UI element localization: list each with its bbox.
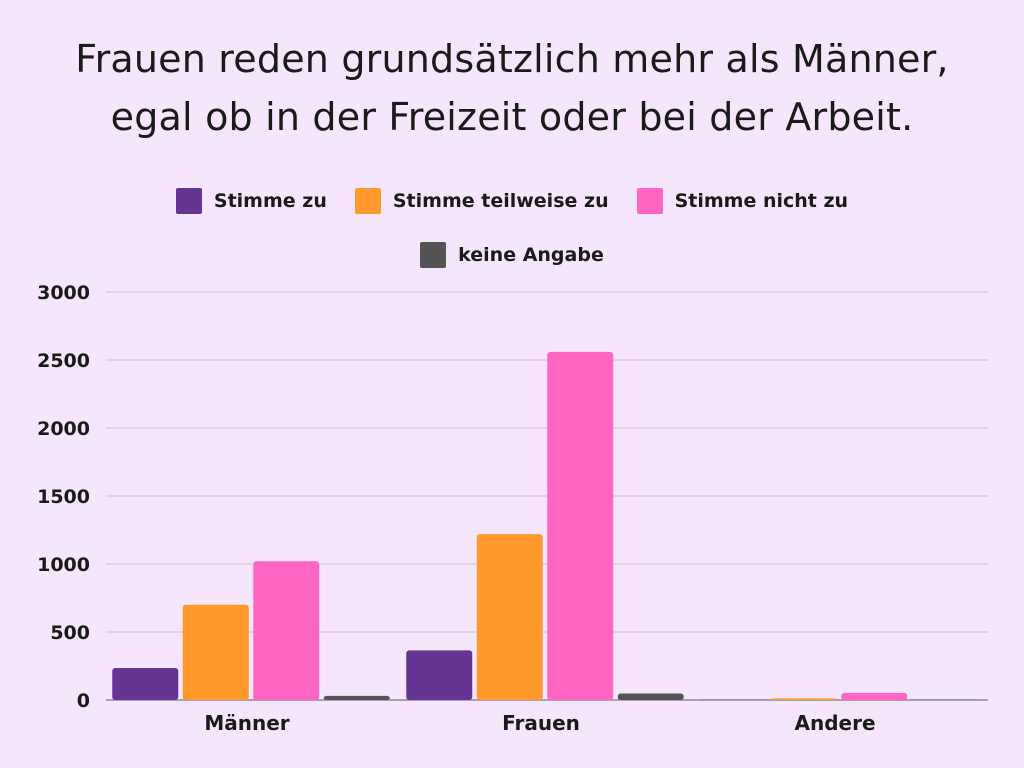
bar-männer-stimme-teilweise-zu xyxy=(182,604,249,700)
legend-item-stimme-nicht-zu: Stimme nicht zu xyxy=(636,188,849,214)
x-category-label-frauen: Frauen xyxy=(502,711,580,735)
legend-swatch-stimme-zu xyxy=(175,188,202,214)
legend-label-stimme-nicht-zu: Stimme nicht zu xyxy=(674,190,849,212)
legend-item-keine-angabe: keine Angabe xyxy=(420,242,604,268)
y-tick-label-0: 0 xyxy=(77,690,90,712)
y-tick-label-2500: 2500 xyxy=(37,350,90,372)
legend-row-1: Stimme zu Stimme teilweise zu Stimme nic… xyxy=(0,188,1024,214)
legend-label-keine-angabe: keine Angabe xyxy=(458,244,604,266)
legend-item-stimme-teilweise-zu: Stimme teilweise zu xyxy=(354,188,609,214)
x-category-label-andere: Andere xyxy=(794,711,875,735)
y-tick-label-500: 500 xyxy=(50,622,90,644)
chart-title-line-1: Frauen reden grundsätzlich mehr als Männ… xyxy=(75,37,949,81)
legend-item-stimme-zu: Stimme zu xyxy=(175,188,327,214)
bar-frauen-stimme-teilweise-zu xyxy=(476,534,543,700)
bar-andere-stimme-teilweise-zu xyxy=(770,698,837,700)
legend-row-2: keine Angabe xyxy=(0,242,1024,268)
y-tick-label-3000: 3000 xyxy=(37,282,90,304)
legend-swatch-stimme-teilweise-zu xyxy=(354,188,381,214)
y-tick-label-2000: 2000 xyxy=(37,418,90,440)
chart-title: Frauen reden grundsätzlich mehr als Männ… xyxy=(0,30,1024,146)
bar-andere-stimme-nicht-zu xyxy=(841,692,908,700)
y-tick-label-1000: 1000 xyxy=(37,554,90,576)
bar-männer-stimme-zu xyxy=(112,668,179,700)
bar-frauen-keine-angabe xyxy=(617,693,684,700)
bar-männer-stimme-nicht-zu xyxy=(253,561,320,700)
chart-title-line-2: egal ob in der Freizeit oder bei der Arb… xyxy=(110,95,914,139)
x-category-label-männer: Männer xyxy=(204,711,289,735)
bar-männer-keine-angabe xyxy=(323,695,390,700)
bar-frauen-stimme-nicht-zu xyxy=(547,351,614,700)
legend-label-stimme-teilweise-zu: Stimme teilweise zu xyxy=(392,190,609,212)
legend-label-stimme-zu: Stimme zu xyxy=(213,190,327,212)
y-tick-label-1500: 1500 xyxy=(37,486,90,508)
bar-frauen-stimme-zu xyxy=(406,650,473,700)
legend-swatch-stimme-nicht-zu xyxy=(636,188,663,214)
legend-swatch-keine-angabe xyxy=(420,242,447,268)
